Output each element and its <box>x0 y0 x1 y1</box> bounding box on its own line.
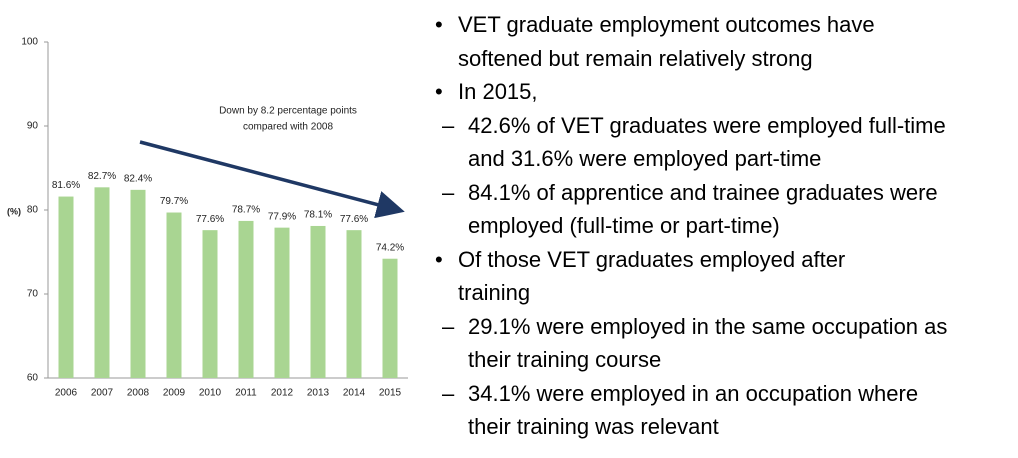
bullet-text: their training course <box>468 347 662 372</box>
bullet-marker: • <box>435 12 443 37</box>
bullet-text: 34.1% were employed in an occupation whe… <box>468 380 919 406</box>
bullet-text: employed (full-time or part-time) <box>468 213 780 238</box>
x-tick-label: 2013 <box>307 388 330 399</box>
value-label: 77.6% <box>196 214 224 225</box>
bullet-text: Of those VET graduates employed after <box>458 246 846 272</box>
bullet-item: –84.1% of apprentice and trainee graduat… <box>430 176 1015 243</box>
bullet-text: 42.6% of VET graduates were employed ful… <box>468 112 946 138</box>
value-label: 81.6% <box>52 180 80 191</box>
value-label: 77.9% <box>268 211 296 222</box>
bullet-text: and 31.6% were employed part-time <box>468 146 822 171</box>
y-tick-label: 90 <box>27 121 39 132</box>
bullet-marker: – <box>442 313 455 339</box>
x-tick-label: 2006 <box>55 388 78 399</box>
x-tick-label: 2009 <box>163 388 186 399</box>
y-axis-label: (%) <box>7 206 21 216</box>
x-tick-label: 2007 <box>91 388 114 399</box>
bullet-item: –29.1% were employed in the same occupat… <box>430 310 1015 377</box>
bullet-marker: – <box>442 112 455 138</box>
bullet-list: • VET graduate employment outcomes have so… <box>430 8 1015 444</box>
bullet-text: their training was relevant <box>468 414 719 439</box>
value-label: 78.7% <box>232 205 260 216</box>
value-label: 74.2% <box>376 242 404 253</box>
bar <box>382 258 398 378</box>
bullet-text: 29.1% were employed in the same occupati… <box>468 313 948 339</box>
annotation: compared with 2008 <box>243 122 333 133</box>
bar <box>346 230 362 378</box>
bullet-marker: – <box>442 179 455 205</box>
x-tick-label: 2011 <box>235 388 257 399</box>
x-tick-label: 2014 <box>343 388 366 399</box>
bullet-marker: • <box>435 79 443 104</box>
bullet-text: softened but remain relatively strong <box>458 45 813 71</box>
bar <box>202 230 218 378</box>
y-tick-label: 100 <box>21 37 38 48</box>
bullet-text: In 2015, <box>458 79 538 104</box>
bullet-text: VET graduate employment outcomes have <box>458 12 875 37</box>
chart: (%) Down by 8.2 percentage points compar… <box>7 37 408 399</box>
bullet-marker: – <box>442 380 455 406</box>
value-label: 79.7% <box>160 196 188 207</box>
x-tick-label: 2012 <box>271 388 294 399</box>
bullet-item: • VET graduate employment outcomes have so… <box>430 8 1015 75</box>
bar <box>94 187 110 378</box>
bar <box>310 225 326 378</box>
bullet-marker: • <box>435 246 443 272</box>
bullet-text: 84.1% of apprentice and trainee graduate… <box>468 179 938 205</box>
bullet-item: –34.1% were employed in an occupation wh… <box>430 377 1015 444</box>
x-tick-label: 2010 <box>199 388 222 399</box>
value-label: 78.1% <box>304 210 332 221</box>
value-label: 82.7% <box>88 171 116 182</box>
bar <box>238 220 254 378</box>
value-label: 77.6% <box>340 214 368 225</box>
x-tick-label: 2008 <box>127 388 150 399</box>
trend-arrow <box>139 140 405 219</box>
y-tick-label: 80 <box>27 205 39 216</box>
bar <box>58 196 74 378</box>
value-label: 82.4% <box>124 173 152 184</box>
bullet-text: training <box>458 280 531 305</box>
bullet-item: • Of those VET graduates employed after tr… <box>430 243 1015 310</box>
annotation: Down by 8.2 percentage points <box>219 106 357 117</box>
x-tick-label: 2015 <box>379 388 402 399</box>
bar <box>130 189 146 378</box>
bullet-item: –42.6% of VET graduates were employed fu… <box>430 109 1015 176</box>
y-tick-label: 60 <box>27 373 39 384</box>
y-tick-label: 70 <box>27 289 39 300</box>
bullet-item: • In 2015, <box>430 75 1015 109</box>
bar <box>166 212 182 378</box>
bar <box>274 227 290 378</box>
